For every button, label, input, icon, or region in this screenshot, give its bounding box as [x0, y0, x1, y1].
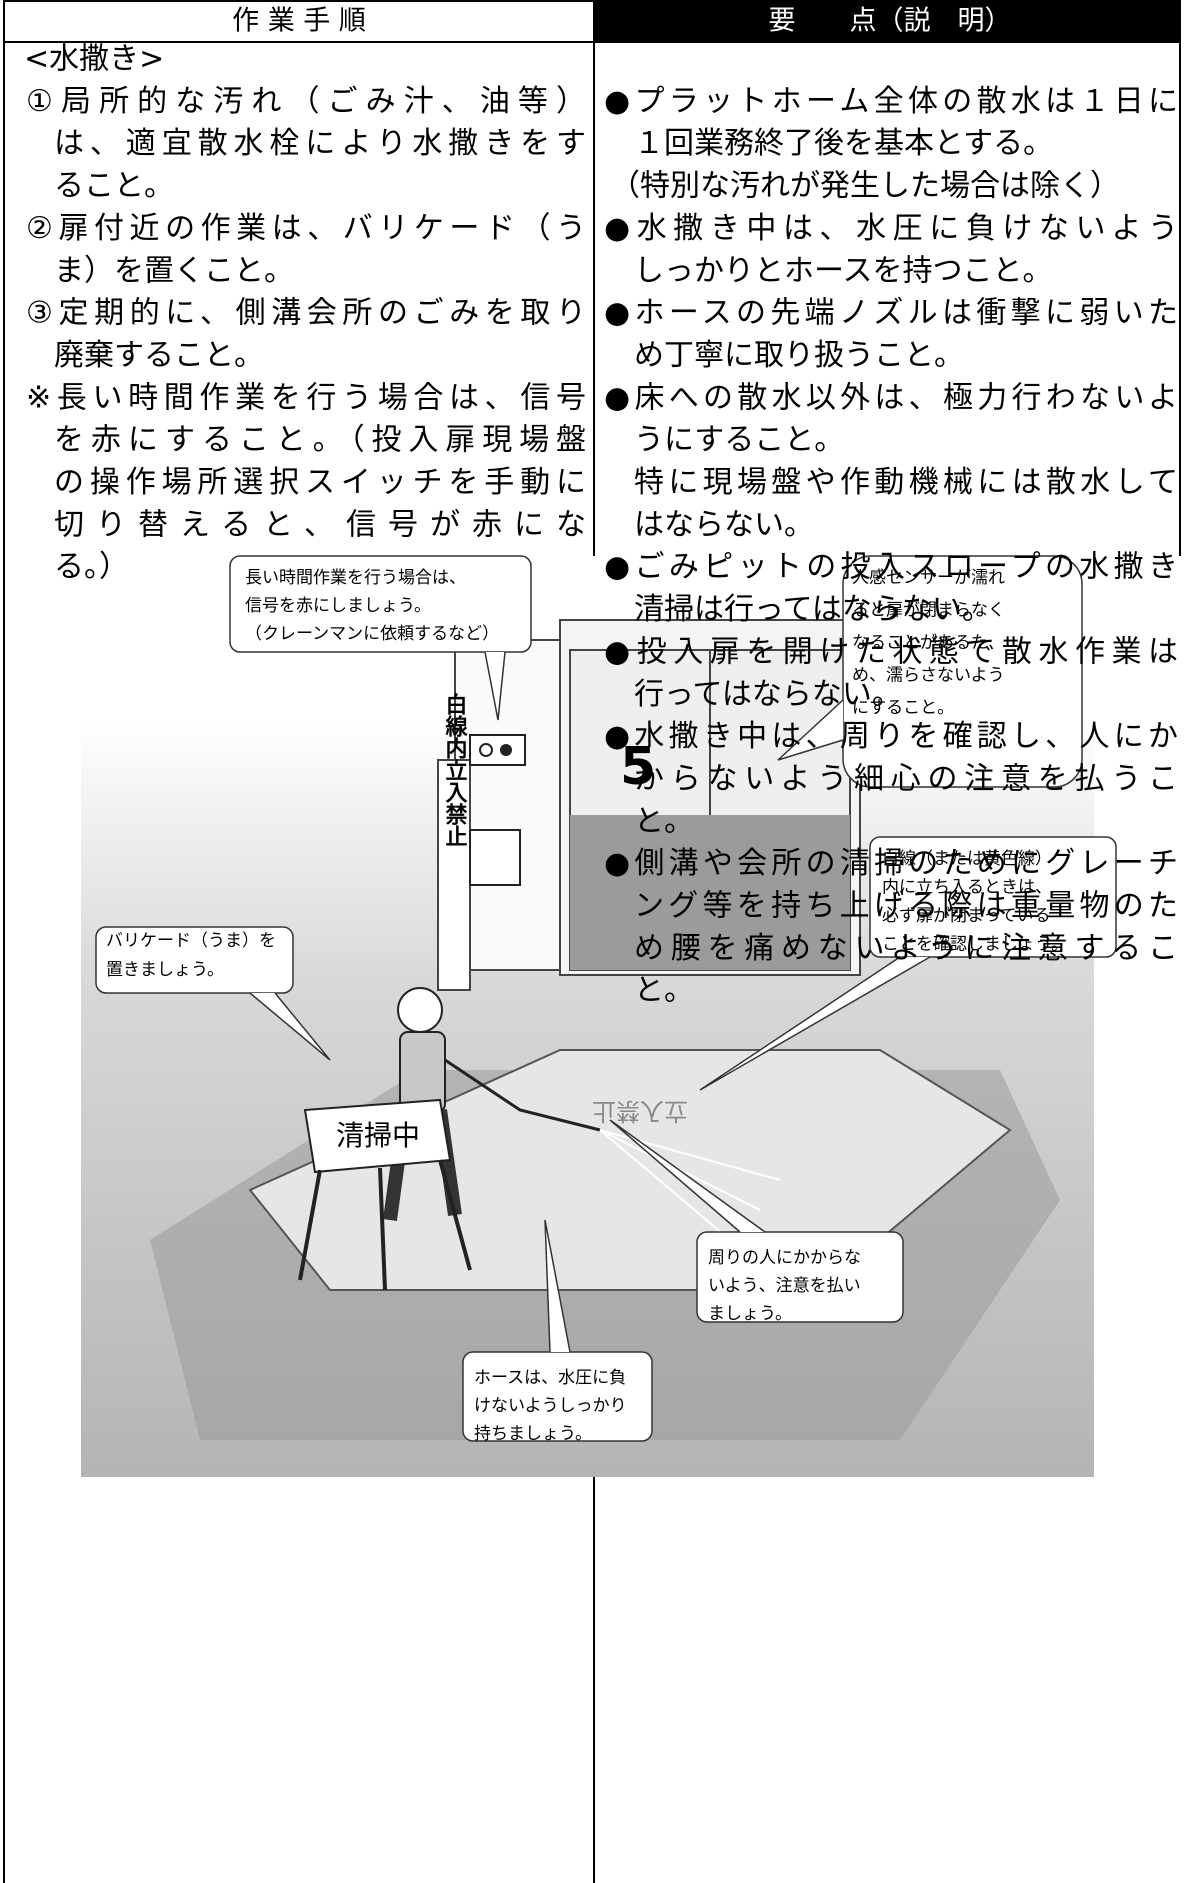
header-procedure: 作 業 手 順: [232, 6, 366, 37]
text-line: を赤にすること。（投入扉現場盤: [54, 423, 586, 458]
door-lower: [570, 815, 850, 970]
text-line: は、適宜散水栓により水撒きをす: [54, 126, 586, 161]
text-line: 廃棄すること。: [54, 338, 264, 373]
text-line: しっかりとホースを持つこと。: [634, 253, 1053, 288]
text-line: ●プラットホーム全体の散水は１日に: [604, 84, 1178, 119]
callout-text: 白線（または黄色線）: [882, 849, 1052, 869]
callout-text: 周りの人にかからな: [708, 1248, 861, 1268]
callout-text: にすること。: [852, 698, 954, 718]
callout-text: なることがあるた: [852, 633, 988, 653]
callout-pointer: [484, 651, 506, 721]
callout-box: [696, 1231, 904, 1323]
callout-pointer: [609, 1119, 766, 1233]
worker-head: [397, 987, 443, 1033]
callout-box: [95, 926, 294, 994]
sign-label: 清掃中: [336, 1119, 420, 1152]
callout-text: 持ちましょう。: [474, 1424, 592, 1444]
callout-pointer: [249, 992, 331, 1061]
text-line: １回業務終了後を基本とする。: [634, 126, 1053, 161]
header-points: 要 点（説 明）: [769, 6, 1012, 37]
text-line: ●側溝や会所の清掃のためにグレーチ: [604, 846, 1178, 881]
text-line: ②扉付近の作業は、バリケード（う: [26, 211, 586, 246]
callout-text: （クレーンマンに依頼するなど）: [245, 624, 499, 644]
barricade-sign: [303, 1098, 452, 1174]
callout-text: 内に立ち入るときは、: [882, 878, 1052, 898]
callout-text: め、濡らさないよう: [852, 666, 1005, 686]
text-line: ること。: [54, 169, 174, 204]
text-line: ●ごみピットの投入スロープの水撒き: [604, 550, 1178, 585]
section-heading: <水撒き>: [24, 42, 164, 77]
text-line: （特別な汚れが発生した場合は除く）: [610, 169, 1120, 204]
text-line: る。）: [54, 550, 129, 585]
text-line: ま）を置くこと。: [54, 253, 294, 288]
callout-text: けないようしっかり: [474, 1396, 627, 1416]
text-line: ③定期的に、側溝会所のごみを取り: [26, 296, 586, 331]
barricade-legs: [298, 1159, 472, 1291]
text-line: 行ってはならない。: [634, 677, 902, 712]
text-line: と。: [634, 804, 694, 839]
text-line: め腰を痛めないように注意するこ: [634, 931, 1178, 966]
pole-label: 白線内立入禁止: [442, 692, 469, 847]
text-line: 清掃は行ってはならない。: [634, 592, 992, 627]
signal-box: [469, 734, 526, 766]
callout-pointer: [699, 956, 931, 1091]
text-line: め丁寧に取り扱うこと。: [634, 338, 964, 373]
text-line: 切り替えると、信号が赤にな: [54, 507, 586, 542]
signal-light: [500, 744, 512, 756]
callout-text: ホースは、水圧に負: [474, 1368, 626, 1388]
callout-text: 長い時間作業を行う場合は、: [245, 568, 466, 588]
callout-box: [869, 836, 1117, 958]
callout-text: ことを確認しましょう。: [882, 935, 1068, 955]
text-line: ●水撒き中は、周りを確認し、人にか: [604, 719, 1178, 754]
callout-pointer: [777, 699, 844, 761]
text-line: と。: [634, 973, 694, 1008]
callout-text: 置きましょう。: [106, 960, 224, 980]
pole: [437, 759, 471, 991]
callout-text: いよう、注意を払い: [708, 1276, 861, 1296]
callout-box: [842, 555, 1083, 788]
callout-text: バリケード（うま）を: [106, 931, 276, 951]
callout-text: 人感センサーが濡れ: [852, 568, 1005, 588]
text-line: はならない。: [634, 507, 814, 542]
text-line: ①局所的な汚れ（ごみ汁、油等）: [26, 84, 586, 119]
callout-text: ましょう。: [708, 1304, 792, 1324]
header-cell-dark: [594, 1, 1180, 42]
callout-text: 信号を赤にしましょう。: [245, 596, 431, 616]
door-label: 5: [620, 737, 656, 797]
text-line: の操作場所選択スイッチを手動に: [54, 465, 586, 500]
callout-text: ると扉が閉まらなく: [852, 601, 1005, 621]
hose: [444, 1058, 601, 1132]
illustration: 白線内立入禁止 5 立入禁止 清掃中 長い時間作業を行う場合は、信号を赤にしまし…: [81, 555, 1117, 1477]
callout-box: [229, 555, 532, 653]
text-line: ●床への散水以外は、極力行わないよ: [604, 380, 1178, 415]
text-line: うにすること。: [634, 423, 844, 458]
switch-box: [469, 829, 521, 886]
text-line: 特に現場盤や作動機械には散水して: [634, 465, 1178, 500]
text-line: からないよう細心の注意を払うこ: [634, 761, 1178, 796]
callout-pointer: [544, 1219, 571, 1353]
text-line: ●ホースの先端ノズルは衝撃に弱いた: [604, 296, 1178, 331]
signal-light: [479, 743, 493, 757]
callout-text: 必ず扉が閉まっている: [882, 906, 1050, 926]
text-line: ※長い時間作業を行う場合は、信号: [26, 380, 586, 415]
text-line: ●水撒き中は、水圧に負けないよう: [604, 211, 1178, 246]
floor-label: 立入禁止: [592, 1097, 688, 1125]
